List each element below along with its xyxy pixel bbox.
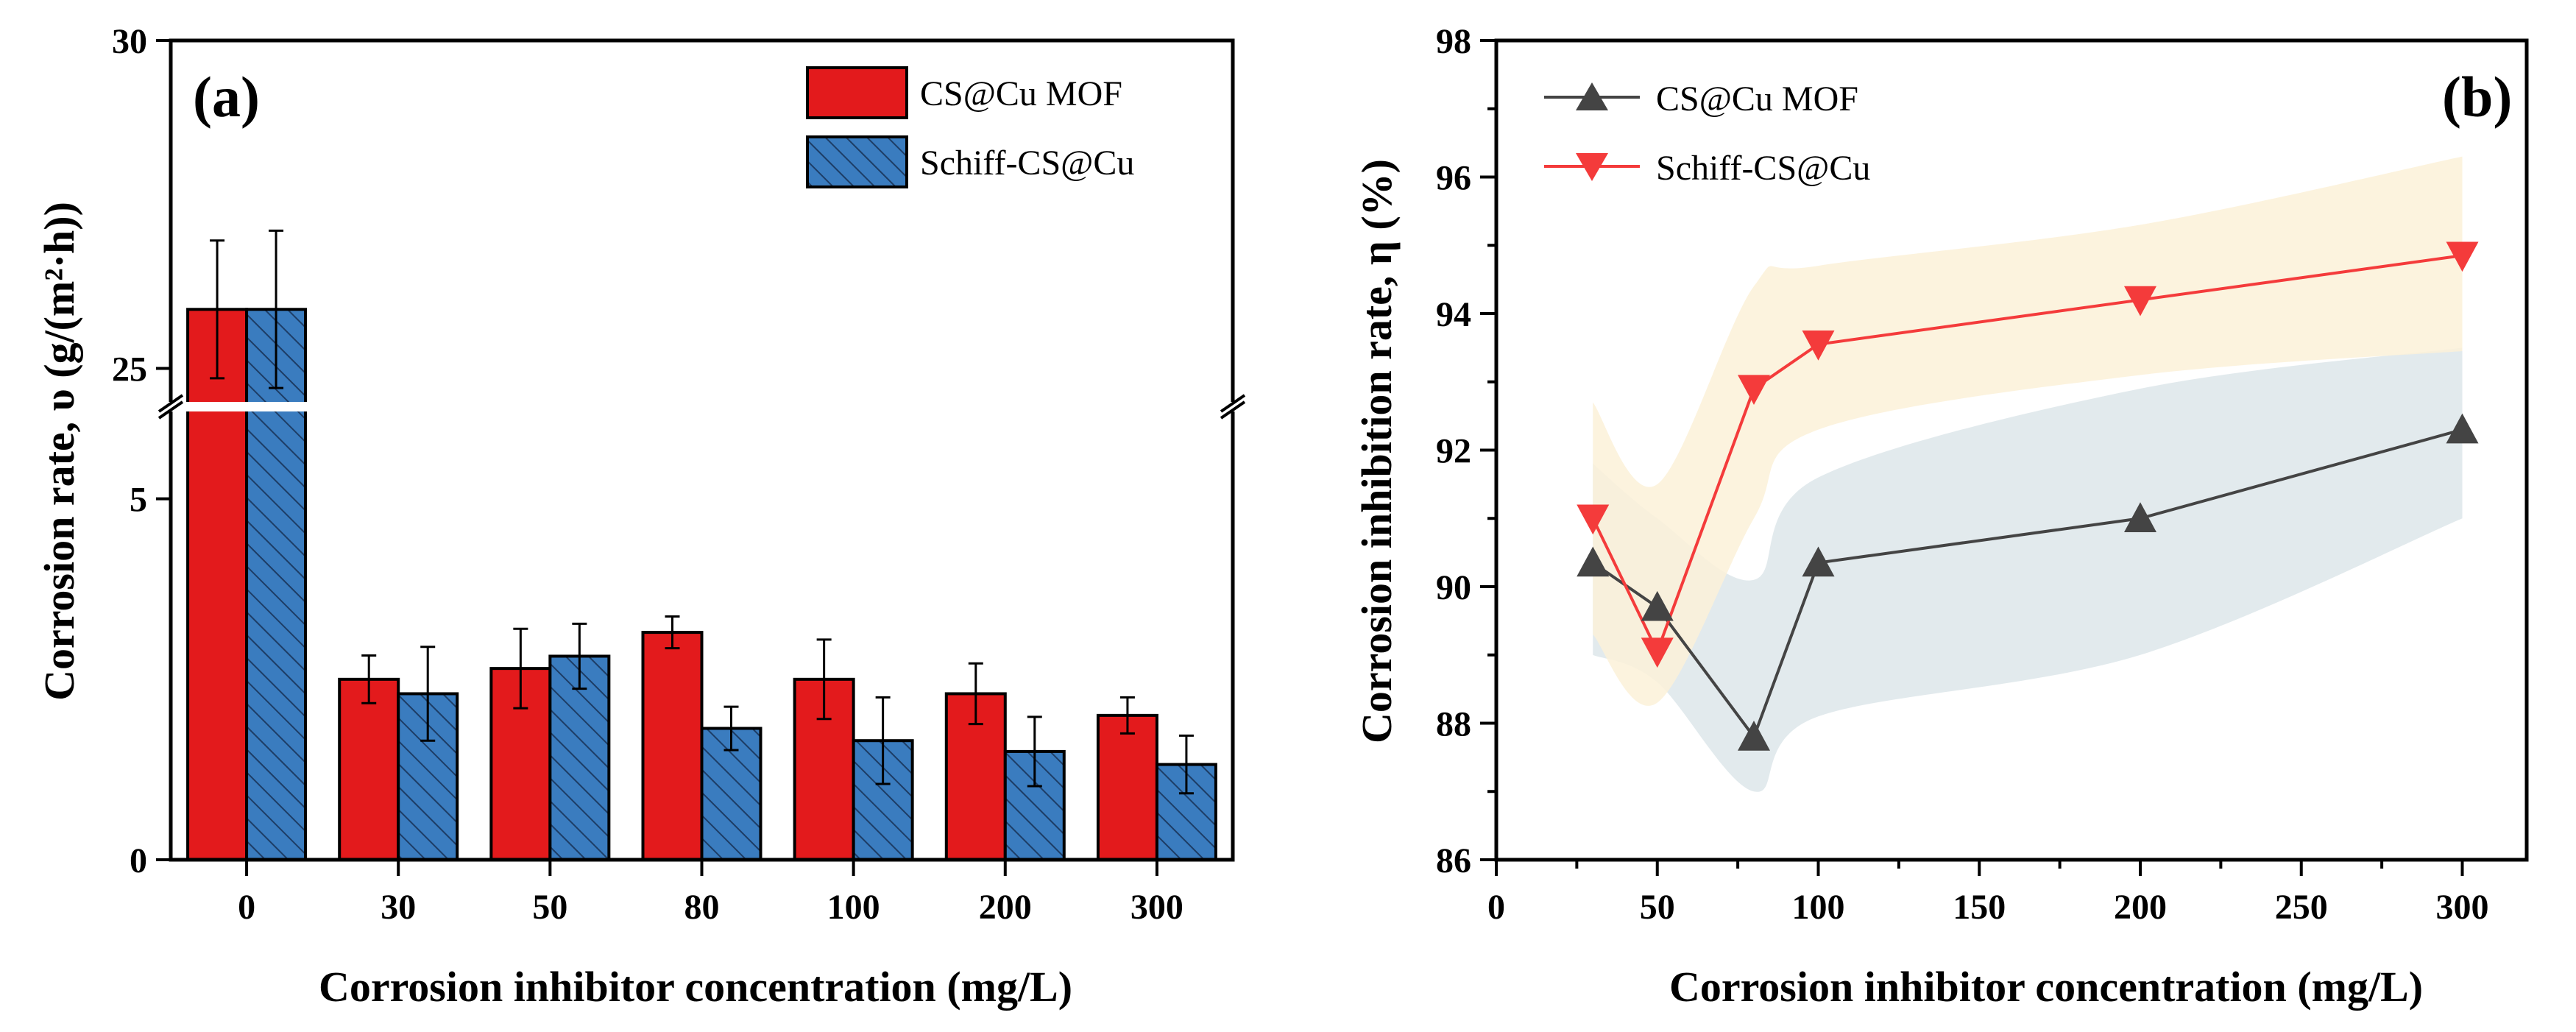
legend-swatch-cs-cu-mof [806,66,908,119]
y-tick-label: 92 [1436,432,1471,471]
bar-cs-cu-mof-300 [1096,713,1158,861]
x-tick-label: 50 [1640,888,1675,927]
data-point-cs-cu-mof [2124,502,2156,532]
series-line-cs-cu-mof [1592,428,2463,741]
axis-break-slash [1220,394,1246,413]
series-line-schiff-cs-cu [1591,254,2463,656]
y-tick-label: 96 [1436,159,1471,198]
legend: CS@Cu MOF Schiff-CS@Cu [806,66,1134,188]
line-chart-panel-b: 0 50 100 150 200 250 300 86 88 90 92 94 96 98 (b) CS@… [1353,22,2529,1011]
data-point-schiff-cs-cu [2446,241,2479,272]
x-tick-label: 30 [381,888,416,927]
x-tick-label: 300 [2436,888,2489,927]
x-tick-label: 100 [1792,888,1845,927]
error-bar-group [210,229,1194,795]
x-tick-label: 100 [827,888,880,927]
y-tick-label: 98 [1436,22,1471,61]
bar-cs-cu-mof-30 [338,677,400,861]
y-tick-label: 25 [112,350,147,389]
data-point-schiff-cs-cu [1577,504,1610,535]
legend-marker-schiff-cs-cu [1576,153,1608,181]
bar-chart-panel-a: 0 30 50 80 100 200 300 0 5 25 30 (a) CS@Cu MOF Sch… [35,22,1250,1011]
x-tick-label: 300 [1130,888,1183,927]
panel-label-b: (b) [2442,65,2512,129]
legend-label-schiff-cs-cu: Schiff-CS@Cu [1656,149,1870,188]
panel-label-a: (a) [193,65,260,129]
x-tick-label: 200 [2114,888,2167,927]
y-axis-title-a: Corrosion rate, υ (g/(m²·h)) [35,202,83,701]
x-tick-label: 250 [2275,888,2328,927]
x-axis-title-a: Corrosion inhibitor concentration (mg/L) [319,963,1072,1011]
tick-labels: 0 50 100 150 200 250 300 86 88 90 92 94 96 98 [1436,22,2489,927]
legend-label-cs-cu-mof: CS@Cu MOF [1656,79,1858,119]
y-tick-label: 90 [1436,568,1471,607]
series-lines [1591,254,2463,741]
axis-break-gap [153,402,1250,411]
x-axis-title-b: Corrosion inhibitor concentration (mg/L) [1669,963,2423,1011]
bar-group [186,308,1217,862]
x-tick-label: 0 [238,888,255,927]
bar-schiff-cs-cu-0 [245,308,308,862]
axis-ticks [156,39,1158,876]
y-axis-title-b: Corrosion inhibition rate, η (%) [1353,159,1401,743]
y-tick-label: 0 [130,841,147,880]
bar-cs-cu-mof-80 [641,631,704,862]
x-tick-label: 200 [979,888,1032,927]
data-point-cs-cu-mof [1577,546,1610,577]
y-tick-label: 94 [1436,295,1471,334]
bar-schiff-cs-cu-80 [700,727,762,861]
data-point-schiff-cs-cu [1802,331,1835,361]
axis-ticks [1480,39,2464,876]
y-tick-label: 88 [1436,705,1471,744]
bar-cs-cu-mof-0 [186,308,249,862]
confidence-band-cs-cu-mof [1593,347,2463,792]
y-tick-label: 86 [1436,841,1471,880]
confidence-bands [1593,156,2463,792]
data-point-cs-cu-mof [2446,413,2479,444]
axis-break-slash [158,394,184,413]
tick-labels: 0 30 50 80 100 200 300 0 5 25 30 [112,22,1183,927]
series-markers [1577,241,2479,751]
x-tick-label: 80 [684,888,720,927]
data-point-cs-cu-mof [1802,546,1835,577]
x-tick-label: 0 [1487,888,1505,927]
axis-break-slash [1220,400,1246,420]
data-point-schiff-cs-cu [1641,637,1674,668]
legend-swatch-schiff-cs-cu [806,135,908,188]
x-tick-label: 50 [532,888,567,927]
data-point-cs-cu-mof [1738,721,1770,751]
y-tick-label: 5 [130,481,147,520]
data-point-cs-cu-mof [1641,590,1674,621]
data-point-schiff-cs-cu [2124,286,2156,317]
x-tick-label: 150 [1953,888,2006,927]
data-point-schiff-cs-cu [1738,375,1770,406]
legend-label-cs-cu-mof: CS@Cu MOF [920,74,1122,113]
axis-break-marks [153,394,1250,420]
legend: CS@Cu MOF Schiff-CS@Cu [1544,79,1870,188]
legend-label-schiff-cs-cu: Schiff-CS@Cu [920,144,1134,183]
axis-break-slash [158,400,184,420]
confidence-band-schiff-cs-cu [1593,156,2463,706]
y-tick-label: 30 [112,22,147,61]
legend-marker-cs-cu-mof [1576,82,1608,110]
